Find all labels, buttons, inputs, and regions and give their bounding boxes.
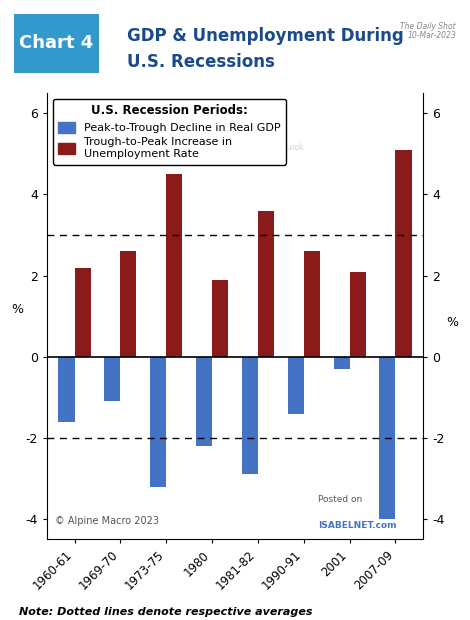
Bar [350, 272, 366, 356]
Text: @SoberLook: @SoberLook [256, 142, 304, 151]
Bar [150, 356, 166, 487]
Text: GDP & Unemployment During: GDP & Unemployment During [127, 27, 404, 45]
Legend: Peak-to-Trough Decline in Real GDP, Trough-to-Peak Increase in
Unemployment Rate: Peak-to-Trough Decline in Real GDP, Trou… [53, 99, 286, 164]
Text: Note: Dotted lines denote respective averages: Note: Dotted lines denote respective ave… [19, 607, 312, 617]
Bar [120, 251, 136, 356]
Bar [166, 174, 182, 356]
Bar [75, 267, 91, 356]
Text: 10-Mar-2023: 10-Mar-2023 [407, 31, 456, 40]
Text: U.S. Recessions: U.S. Recessions [127, 53, 275, 71]
Bar [242, 356, 258, 474]
Bar [258, 211, 274, 356]
Bar [58, 356, 75, 422]
Bar [379, 356, 395, 519]
Text: ISABELNET.com: ISABELNET.com [318, 521, 396, 531]
Bar [212, 280, 228, 356]
Y-axis label: %: % [11, 303, 23, 316]
Text: Chart 4: Chart 4 [19, 34, 94, 52]
Bar [104, 356, 120, 401]
Bar [304, 251, 320, 356]
Y-axis label: %: % [447, 316, 459, 329]
Text: © Alpine Macro 2023: © Alpine Macro 2023 [55, 516, 158, 526]
Bar [196, 356, 212, 446]
Bar [334, 356, 350, 369]
Text: The Daily Shot: The Daily Shot [400, 22, 456, 31]
Text: Posted on: Posted on [318, 495, 362, 503]
Bar [288, 356, 304, 414]
Bar [395, 150, 412, 356]
